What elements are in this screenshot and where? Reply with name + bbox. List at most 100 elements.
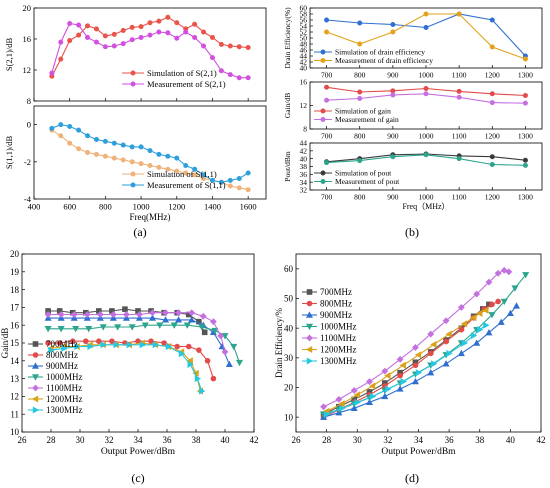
legend-swatch-marker	[320, 108, 326, 114]
x-tick-label: 32	[105, 435, 114, 445]
data-point	[57, 311, 65, 318]
data-point	[457, 349, 465, 357]
data-point	[522, 162, 528, 168]
data-point	[138, 34, 144, 40]
x-tick-label: 26	[292, 435, 302, 445]
data-point	[76, 32, 82, 38]
caption-d: (d)	[405, 471, 419, 485]
legend-swatch-marker	[32, 352, 39, 358]
data-point	[456, 11, 462, 17]
data-point	[122, 306, 128, 312]
data-point	[522, 56, 528, 62]
data-point	[506, 309, 514, 317]
legend-label: Simulation of gain	[335, 107, 391, 116]
data-point	[85, 23, 91, 29]
data-point	[236, 176, 242, 182]
data-point	[227, 183, 233, 189]
y-tick-label: 50	[284, 294, 294, 304]
legend-label: 1300MHz	[46, 405, 83, 415]
data-point	[390, 92, 396, 98]
data-point	[485, 278, 493, 286]
x-tick-label: 1100	[452, 71, 467, 80]
data-point	[357, 41, 363, 47]
data-point	[476, 309, 483, 317]
data-point	[470, 332, 478, 340]
data-point	[245, 75, 251, 81]
x-tick-label: 600	[63, 202, 76, 212]
data-point	[152, 341, 160, 349]
data-point	[45, 340, 51, 346]
legend-label: 900MHz	[46, 361, 78, 371]
legend-swatch-marker	[320, 117, 326, 123]
data-point	[178, 350, 186, 358]
legend-swatch-marker	[306, 357, 314, 365]
data-point	[129, 24, 135, 30]
data-point	[354, 398, 361, 406]
data-point	[335, 395, 343, 403]
data-point	[192, 172, 198, 178]
legend-label: 700MHz	[320, 287, 352, 297]
data-point	[456, 156, 462, 162]
y-tick-label: 10	[284, 412, 294, 422]
x-tick-label: 700	[321, 132, 333, 141]
x-tick-label: 1300	[518, 132, 533, 141]
data-point	[245, 170, 251, 176]
data-point	[136, 311, 143, 318]
data-point	[423, 91, 429, 97]
y-tick-label: 20	[23, 3, 32, 13]
series-1100mhz	[320, 266, 513, 411]
data-point	[218, 68, 224, 74]
data-point	[505, 268, 513, 276]
data-point	[156, 29, 162, 35]
x-tick-label: 800	[354, 71, 366, 80]
data-point	[111, 43, 117, 49]
data-point	[511, 285, 519, 292]
x-tick-label: 1300	[518, 193, 533, 202]
data-point	[397, 372, 403, 379]
x-tick-label: 800	[354, 193, 366, 202]
data-point	[67, 38, 73, 44]
x-tick-label: 1200	[485, 193, 500, 202]
data-point	[522, 157, 528, 163]
y-tick-label: 32	[300, 186, 308, 195]
x-tick-label: 32	[383, 435, 392, 445]
data-point	[423, 85, 429, 91]
legend-swatch-marker	[32, 384, 39, 392]
legend-swatch-marker	[306, 300, 313, 307]
data-point	[396, 355, 404, 363]
data-point	[495, 298, 501, 305]
x-axis-label: Output Power/dBm	[101, 447, 176, 457]
data-point	[217, 332, 225, 340]
data-point	[323, 410, 331, 418]
data-point	[114, 324, 122, 331]
y-tick-label: 0	[27, 120, 31, 130]
data-point	[489, 301, 495, 308]
data-point	[76, 22, 82, 28]
series-1100mhz	[44, 309, 229, 356]
data-point	[489, 154, 495, 160]
x-tick-label: 1000	[419, 193, 434, 202]
caption-c: (c)	[131, 471, 144, 485]
data-point	[93, 136, 99, 142]
y-tick-label: 46	[300, 46, 308, 55]
legend-label: 1200MHz	[320, 345, 357, 355]
x-tick-label: 900	[387, 193, 399, 202]
data-point	[148, 314, 157, 321]
x-tick-label: 700	[321, 71, 333, 80]
y-tick-label: 14	[10, 356, 20, 366]
y-axis-label: Gain/dB	[0, 328, 10, 359]
data-point	[70, 311, 78, 318]
data-point	[111, 140, 117, 146]
y-tick-label: 40	[300, 154, 308, 163]
data-point	[423, 24, 429, 30]
data-point	[188, 316, 196, 323]
caption-b: (b)	[405, 225, 419, 239]
data-point	[126, 341, 133, 349]
data-point	[48, 346, 55, 354]
legend-swatch-marker	[32, 406, 40, 414]
x-tick-label: 1300	[518, 71, 533, 80]
data-point	[368, 382, 376, 390]
data-point	[473, 290, 481, 298]
